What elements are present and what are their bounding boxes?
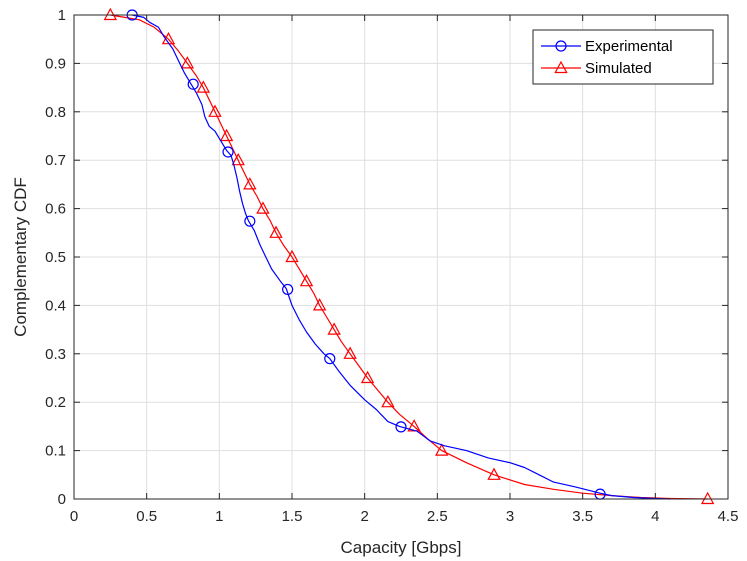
legend-item-simulated: Simulated	[541, 60, 652, 77]
y-tick-label: 0.4	[45, 297, 66, 314]
y-tick-label: 0.3	[45, 346, 66, 363]
data-point	[434, 443, 449, 456]
y-tick-label: 0.6	[45, 201, 66, 218]
legend-marker	[555, 40, 567, 52]
x-tick-label: 2	[360, 508, 368, 525]
data-point	[244, 215, 256, 227]
data-point	[312, 298, 327, 311]
legend-item-experimental: Experimental	[541, 38, 673, 55]
x-tick-label: 1	[215, 508, 223, 525]
data-point	[299, 273, 314, 287]
data-point	[324, 353, 336, 365]
data-point	[231, 152, 245, 166]
legend-marker	[554, 60, 568, 74]
data-point	[360, 370, 375, 384]
data-point	[180, 56, 195, 69]
data-point	[395, 421, 407, 433]
series-line	[110, 14, 708, 500]
y-tick-label: 1	[58, 7, 66, 24]
data-point	[256, 201, 270, 214]
y-tick-label: 0.9	[45, 55, 66, 72]
data-point	[208, 104, 222, 117]
data-point	[187, 78, 199, 90]
y-tick-label: 0.5	[45, 249, 66, 266]
x-tick-label: 4.5	[718, 508, 739, 525]
series-simulated	[103, 7, 715, 505]
data-point	[327, 322, 341, 335]
data-point	[381, 394, 395, 408]
y-tick-label: 0.1	[45, 443, 66, 460]
legend-box	[532, 29, 714, 85]
legend: Experimental Simulated	[532, 29, 714, 85]
data-point	[219, 128, 234, 142]
legend-label: Simulated	[585, 60, 652, 77]
data-point	[285, 249, 299, 263]
data-point	[343, 346, 357, 359]
x-tick-label: 1.5	[282, 508, 303, 525]
x-tick-label: 0	[70, 508, 78, 525]
data-point	[269, 225, 283, 238]
x-tick-label: 2.5	[427, 508, 448, 525]
legend-label: Experimental	[585, 38, 673, 55]
data-point	[103, 7, 118, 21]
x-tick-label: 0.5	[136, 508, 157, 525]
series-line	[131, 14, 670, 500]
y-tick-label: 0	[58, 491, 66, 508]
y-tick-label: 0.2	[45, 394, 66, 411]
x-tick-label: 3	[506, 508, 514, 525]
y-axis-label: Complementary CDF	[11, 177, 30, 337]
x-axis-label: Capacity [Gbps]	[341, 538, 462, 557]
x-tick-label: 3.5	[572, 508, 593, 525]
data-point	[700, 491, 715, 505]
data-point	[487, 467, 501, 480]
x-tick-label: 4	[651, 508, 659, 525]
data-point	[222, 146, 234, 158]
data-point	[243, 177, 257, 190]
ticks: 0 0.5 1 1.5 2 2.5 3 3.5 4 4.5 0 0.1 0.2 0.3 0.4 0.5 0.6 0…	[45, 7, 738, 525]
series-layer	[103, 7, 715, 505]
data-point	[196, 80, 211, 93]
grid	[73, 14, 729, 500]
y-tick-label: 0.7	[45, 152, 66, 169]
data-point	[282, 283, 294, 296]
y-tick-label: 0.8	[45, 104, 66, 121]
